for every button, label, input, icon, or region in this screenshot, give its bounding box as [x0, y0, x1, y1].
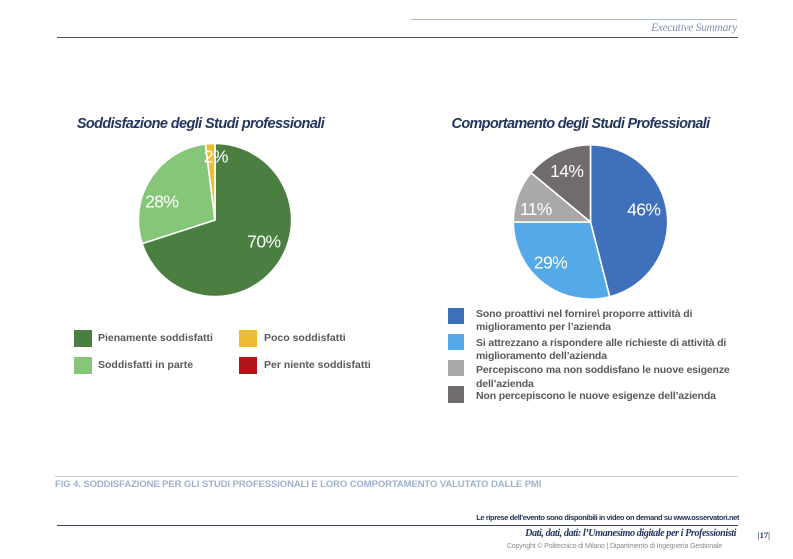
svg-text:11%: 11% [520, 198, 552, 218]
svg-text:46%: 46% [627, 199, 660, 219]
svg-text:28%: 28% [145, 192, 178, 212]
svg-text:29%: 29% [534, 252, 567, 272]
svg-text:14%: 14% [550, 160, 583, 180]
svg-text:2%: 2% [204, 147, 228, 167]
svg-text:70%: 70% [247, 231, 280, 251]
